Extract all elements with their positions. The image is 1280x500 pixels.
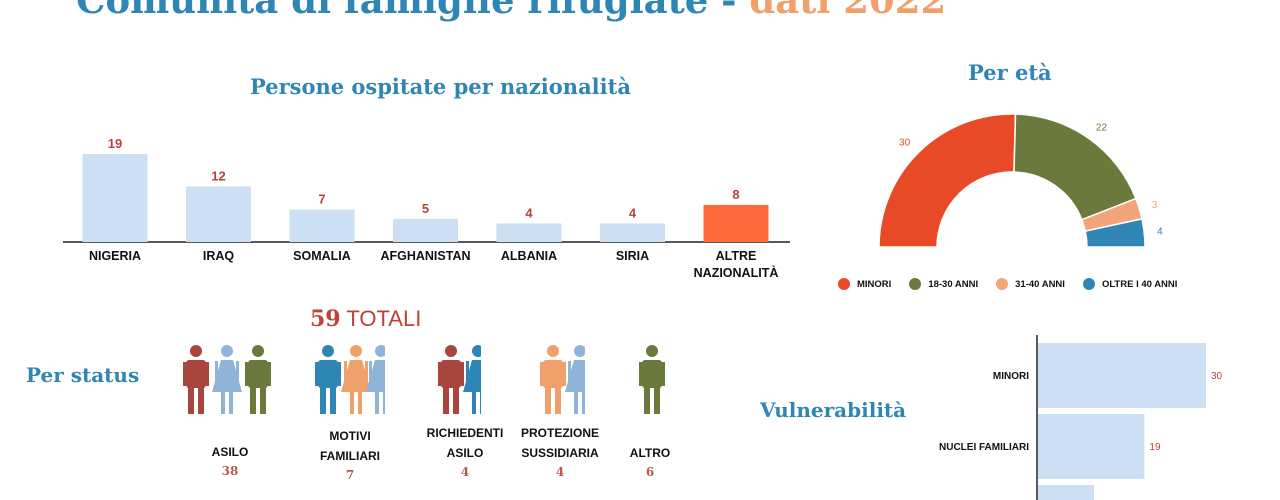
legend-label: 31-40 ANNI — [1015, 278, 1065, 290]
legend-dot — [1082, 278, 1095, 290]
female-person-icon — [341, 345, 371, 414]
vulnerability-bar-value: 30 — [1211, 371, 1223, 382]
nationality-bar — [82, 154, 148, 242]
vulnerability-category-label: NUCLEI FAMILIARI — [939, 442, 1029, 453]
nationality-bar-value: 5 — [422, 201, 429, 216]
status-value: 38 — [221, 464, 239, 478]
female-person-icon — [366, 345, 385, 414]
nationality-category-label: SIRIA — [616, 249, 649, 263]
female-person-icon — [212, 345, 242, 414]
legend-item: 31-40 ANNI — [996, 278, 1065, 290]
status-item: ASILO 38 — [170, 442, 290, 478]
main-title: Comunità di famiglie rifugiate - dati 20… — [76, 0, 946, 22]
status-value: 4 — [555, 465, 565, 479]
male-person-icon — [540, 345, 566, 414]
nationality-bar — [393, 218, 458, 242]
male-person-icon — [183, 345, 209, 414]
status-item: MOTIVI FAMILIARI 7 — [290, 426, 410, 482]
nationality-bar-value: 19 — [108, 136, 122, 151]
total-count: 59 TOTALI — [310, 306, 421, 332]
nationality-bar — [289, 209, 355, 242]
status-value: 4 — [460, 465, 470, 479]
age-chart-title: Per età — [968, 60, 1052, 85]
status-label: RICHIEDENTI — [426, 426, 504, 440]
vulnerability-bar — [1038, 414, 1145, 479]
legend-dot — [909, 278, 922, 290]
nationality-category-label: AFGHANISTAN — [380, 249, 470, 263]
vulnerability-bar-partial — [1038, 485, 1094, 500]
vulnerability-bar — [1038, 343, 1206, 408]
nationality-bar — [186, 186, 251, 242]
legend-dot — [996, 278, 1009, 290]
age-legend: MINORI 18-30 ANNI 31-40 ANNI OLTRE I 40 ANN… — [838, 278, 1195, 290]
status-item: RICHIEDENTI ASILO 4 — [405, 423, 525, 479]
status-label: ASILO — [446, 446, 484, 460]
nationality-category-label: IRAQ — [203, 249, 235, 263]
age-slice — [1084, 217, 1146, 248]
age-slice — [878, 113, 1017, 248]
nationality-bar — [600, 223, 665, 242]
main-title-accent: dati 2022 — [749, 0, 947, 22]
nationality-bar — [703, 204, 769, 242]
male-person-icon — [639, 345, 665, 414]
vulnerability-category-label: MINORI — [993, 371, 1029, 382]
status-value: 6 — [645, 465, 655, 479]
male-person-icon — [438, 345, 464, 414]
vulnerability-chart-title: Vulnerabilità — [760, 398, 907, 422]
nationality-bar-value: 4 — [525, 205, 533, 220]
status-item: PROTEZIONE SUSSIDIARIA 4 — [500, 423, 620, 479]
status-label: MOTIVI — [329, 429, 371, 443]
age-slice-value: 4 — [1157, 226, 1163, 237]
age-slice-value: 22 — [1096, 123, 1108, 134]
total-value: 59 — [310, 306, 341, 332]
main-title-text: Comunità di famiglie rifugiate - — [76, 0, 750, 22]
legend-label: OLTRE I 40 ANNI — [1101, 278, 1178, 290]
legend-label: MINORI — [857, 278, 892, 290]
legend-item: MINORI — [838, 278, 891, 290]
status-label: PROTEZIONE — [520, 426, 599, 440]
nationality-bar — [496, 223, 562, 242]
nationality-chart-title: Persone ospitate per nazionalità — [250, 74, 631, 99]
status-label: SUSSIDIARIA — [521, 446, 599, 460]
age-slice-value: 3 — [1152, 200, 1158, 211]
age-slice-value: 30 — [899, 137, 911, 148]
nationality-category-label: SOMALIA — [293, 249, 351, 263]
nationality-bar-value: 12 — [211, 168, 225, 183]
status-label: ASILO — [211, 445, 249, 459]
nationality-category-label: ALTRE NAZIONALITÀ — [694, 249, 779, 280]
legend-label: 18-30 ANNI — [928, 278, 979, 290]
vulnerability-bar-value: 19 — [1149, 442, 1161, 453]
nationality-bar-value: 8 — [732, 187, 739, 202]
status-value: 7 — [345, 468, 355, 482]
male-person-icon — [245, 345, 271, 414]
female-person-icon — [463, 345, 481, 414]
legend-item: 18-30 ANNI — [909, 278, 978, 290]
male-person-icon — [315, 345, 341, 414]
nationality-bar-value: 7 — [318, 192, 325, 207]
status-label: ALTRO — [629, 446, 671, 460]
total-label: TOTALI — [340, 306, 422, 331]
female-person-icon — [565, 345, 585, 414]
nationality-category-label: NIGERIA — [89, 249, 141, 263]
nationality-bar-value: 4 — [629, 205, 637, 220]
nationality-category-label: ALBANIA — [501, 249, 557, 263]
legend-item: OLTRE I 40 ANNI — [1082, 278, 1178, 290]
status-title: Per status — [26, 363, 140, 387]
legend-dot — [838, 278, 850, 290]
status-item: ALTRO 6 — [590, 443, 710, 479]
status-label: FAMILIARI — [320, 449, 380, 463]
